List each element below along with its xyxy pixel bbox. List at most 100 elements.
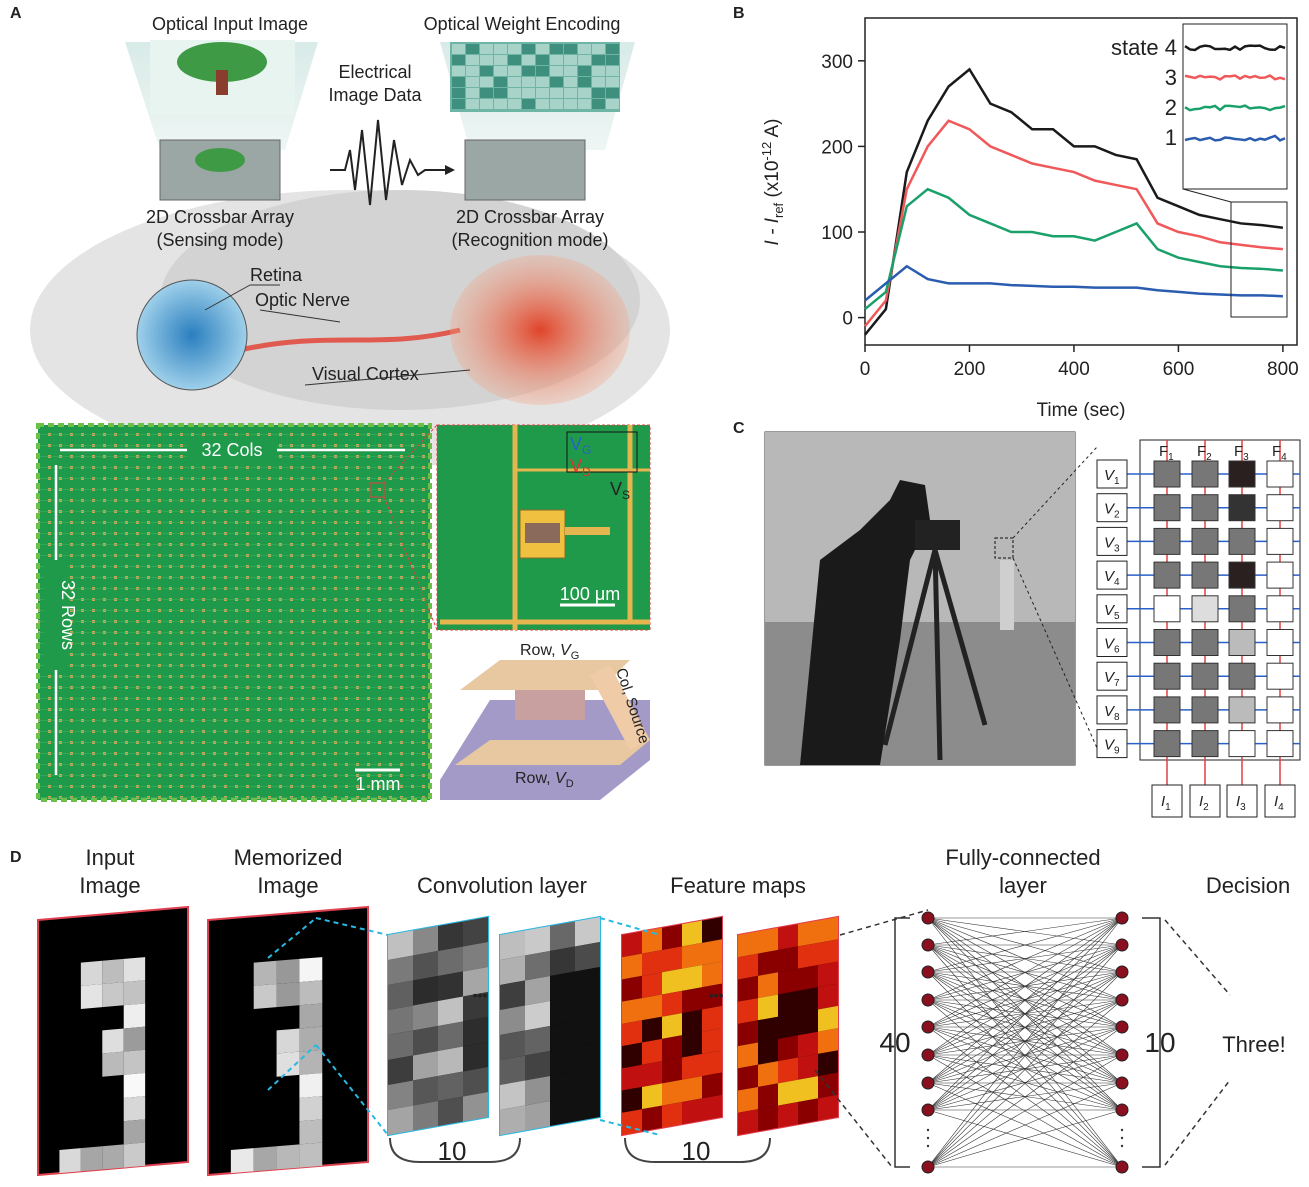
pixel: [438, 922, 463, 952]
node: [1116, 912, 1128, 924]
pixel: [550, 1022, 575, 1052]
tower: [1000, 560, 1014, 630]
weight-cell: [578, 55, 591, 65]
pixel: [682, 943, 702, 969]
legend-label: 3: [1165, 65, 1177, 90]
weight-cell: [466, 66, 479, 76]
cell: [1154, 528, 1180, 554]
y-axis-label: -12: [759, 142, 774, 161]
pixel: [622, 1065, 642, 1091]
weight-cell: [550, 88, 563, 98]
cell: [1229, 461, 1255, 487]
pixel: [102, 1144, 123, 1169]
pixel: [59, 1148, 80, 1173]
label: V: [570, 434, 582, 454]
cell: [1154, 731, 1180, 757]
pixel: [738, 1065, 758, 1091]
cell: [1192, 596, 1218, 622]
pixel: [388, 1106, 413, 1136]
weight-cell: [550, 44, 563, 54]
pixel: [738, 1109, 758, 1135]
weight-cell: [536, 66, 549, 76]
filter-label: F: [1197, 443, 1206, 460]
pixel: [662, 991, 682, 1017]
pixel: [778, 1035, 798, 1061]
node: [922, 1161, 934, 1173]
series-line: [865, 266, 1283, 300]
x-tick-label: 0: [860, 359, 871, 380]
label: (Recognition mode): [451, 230, 608, 250]
cell: [1192, 461, 1218, 487]
pixel: [758, 1106, 778, 1132]
projection: [840, 910, 928, 935]
channel: [515, 690, 585, 720]
series-line: [865, 189, 1283, 309]
weight-cell: [480, 77, 493, 87]
weight-cell: [522, 77, 535, 87]
pixel: [124, 957, 145, 982]
label: 32 Cols: [201, 440, 262, 460]
voltage-label: 9: [1114, 746, 1120, 757]
tree: [195, 148, 245, 172]
dot: [1121, 1137, 1123, 1139]
pixel: [525, 1076, 550, 1106]
weight-cell: [578, 44, 591, 54]
current-label: 4: [1278, 802, 1284, 813]
pixel: [642, 1061, 662, 1087]
pixel: [818, 939, 838, 965]
cell: [1154, 461, 1180, 487]
pixel: [299, 1096, 322, 1121]
pixel: [702, 1050, 722, 1076]
y-axis-label: A): [762, 119, 783, 142]
current-label: 1: [1165, 802, 1171, 813]
pixel: [500, 1056, 525, 1086]
pixel: [738, 976, 758, 1002]
weight-cell: [480, 88, 493, 98]
weight-cell: [564, 44, 577, 54]
pixel: [388, 1081, 413, 1111]
cell: [1154, 630, 1180, 656]
weight-cell: [452, 55, 465, 65]
pixel: [102, 1052, 123, 1077]
pixel: [682, 987, 702, 1013]
pixel: [758, 1083, 778, 1109]
pixel: [413, 1101, 438, 1131]
pixel: [798, 987, 818, 1013]
weight-cell: [494, 88, 507, 98]
y-tick-label: 200: [821, 137, 853, 158]
cell: [1267, 663, 1293, 689]
channel: [525, 523, 560, 543]
panel-c-art: [765, 432, 1300, 765]
pixel: [758, 928, 778, 954]
pixel: [550, 1072, 575, 1102]
pixel: [642, 1083, 662, 1109]
pixel: [778, 924, 798, 950]
pixel: [738, 1020, 758, 1046]
label: 1 mm: [356, 774, 401, 794]
pixel: [231, 1148, 254, 1173]
cell: [1267, 461, 1293, 487]
weight-cell: [480, 44, 493, 54]
label: 32 Rows: [58, 580, 78, 650]
pixel: [438, 1097, 463, 1127]
pixel: [463, 1042, 488, 1072]
pixel: [818, 1028, 838, 1054]
pixel: [299, 1003, 322, 1028]
pixel: [299, 1050, 322, 1075]
projection: [1165, 920, 1230, 995]
pixel: [642, 994, 662, 1020]
page: {"panel_labels":["A","B","C","D"], "pane…: [0, 0, 1309, 1187]
pixel: [81, 984, 102, 1009]
pixel: [778, 969, 798, 995]
pixel: [798, 965, 818, 991]
pixel: [388, 1006, 413, 1036]
pixel: [463, 942, 488, 972]
ellipsis: •••: [709, 987, 724, 1003]
pixel: [438, 997, 463, 1027]
pixel: [622, 1109, 642, 1135]
pixel: [682, 1054, 702, 1080]
weight-cell: [508, 99, 521, 109]
node: [922, 1077, 934, 1089]
cell: [1192, 697, 1218, 723]
label: Image: [79, 873, 140, 898]
